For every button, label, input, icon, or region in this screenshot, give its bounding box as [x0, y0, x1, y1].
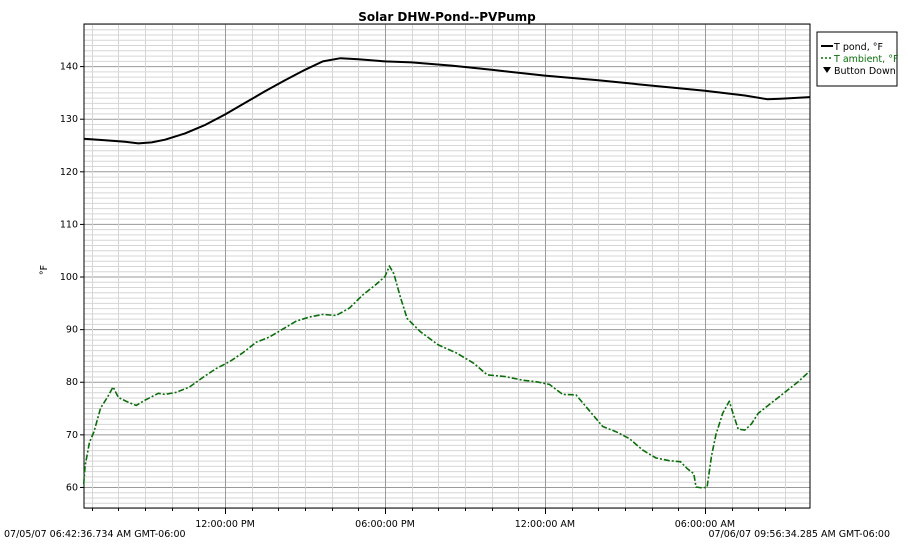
- y-tick-label: 60: [66, 482, 78, 493]
- series-line-ambient: [82, 265, 811, 489]
- y-axis-ticks: 60 70 80 90 100 110 120 130 140: [60, 62, 84, 493]
- y-tick-label: 130: [60, 114, 78, 125]
- grid-lines: [84, 24, 810, 509]
- y-tick-label: 100: [60, 272, 78, 283]
- legend-frame: [816, 31, 898, 87]
- y-tick-label: 70: [66, 430, 78, 441]
- legend-marker-triangle: [823, 67, 831, 73]
- legend-entry-pond: T pond, °F: [833, 42, 883, 53]
- y-tick-label: 110: [60, 219, 78, 230]
- y-tick-label: 140: [60, 62, 78, 73]
- series-line-pond: [83, 57, 810, 145]
- x-tick-label: 06:00:00 AM: [675, 519, 735, 530]
- legend-entry-button-down: Button Down: [834, 66, 896, 77]
- y-axis-label: °F: [39, 265, 50, 275]
- x-tick-label: 12:00:00 AM: [515, 519, 575, 530]
- x-axis-end-label: 07/06/07 09:56:34.285 AM GMT-06:00: [708, 529, 890, 540]
- y-tick-label: 90: [66, 325, 78, 336]
- x-axis-start-label: 07/05/07 06:42:36.734 AM GMT-06:00: [4, 529, 186, 540]
- x-tick-label: 12:00:00 PM: [195, 519, 255, 530]
- chart-title: Solar DHW-Pond--PVPump: [358, 10, 536, 24]
- y-tick-label: 120: [60, 167, 78, 178]
- series-layer: [82, 57, 811, 489]
- y-tick-label: 80: [66, 377, 78, 388]
- legend-entry-ambient: T ambient, °F: [833, 54, 898, 65]
- plot-area-frame: [83, 23, 811, 509]
- x-tick-label: 06:00:00 PM: [355, 519, 415, 530]
- x-axis-ticks: 12:00:00 PM 06:00:00 PM 12:00:00 AM 06:00:0…: [92, 508, 786, 530]
